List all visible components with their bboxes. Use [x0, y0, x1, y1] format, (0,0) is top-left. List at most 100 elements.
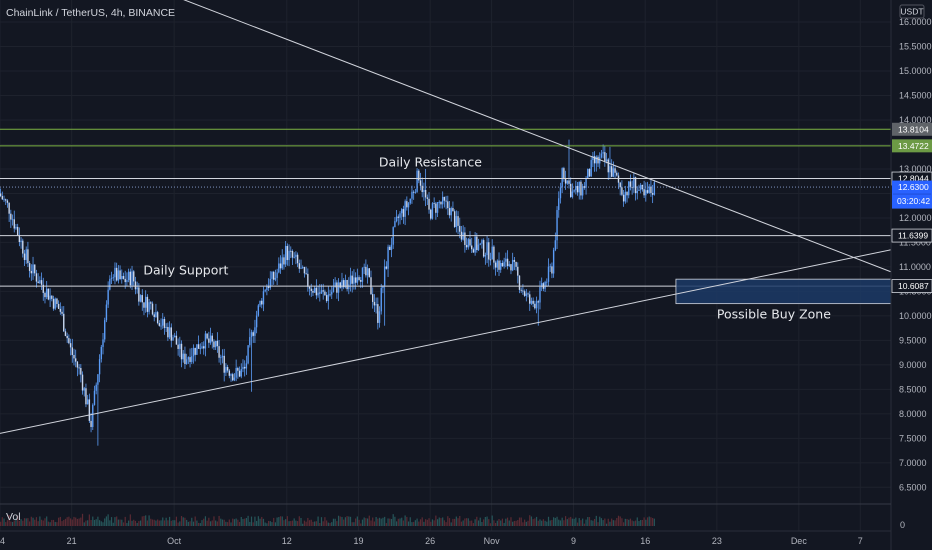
candle-body [498, 260, 500, 270]
volume-bar [556, 516, 558, 526]
volume-bar [582, 518, 584, 526]
candle-body [614, 168, 616, 173]
candle-body [496, 260, 499, 268]
candle-body [592, 156, 594, 161]
volume-bar [628, 519, 630, 526]
volume-bar [363, 517, 365, 526]
candle-body [402, 209, 405, 217]
candle-body [83, 388, 85, 391]
candle-body [59, 308, 62, 312]
annotations: Daily Resistance Daily Support Possible Bu… [143, 155, 831, 322]
volume-bar [477, 520, 480, 526]
candle-body [5, 199, 7, 201]
candle-body [334, 282, 336, 288]
candle-body [209, 335, 212, 343]
volume-bar [297, 521, 299, 526]
volume-bar [278, 517, 280, 526]
candle-body [148, 302, 150, 312]
candle-body [527, 293, 529, 295]
price-tick-label: 9.0000 [899, 360, 927, 370]
volume-bar [619, 516, 621, 526]
volume-bar [425, 519, 427, 526]
candle-body [648, 186, 650, 193]
price-tick-label: 7.0000 [899, 458, 927, 468]
volume-bar [162, 517, 164, 526]
candle-body [201, 346, 203, 349]
price-level-tag-label: 13.8104 [898, 124, 929, 134]
volume-bar [209, 521, 212, 526]
volume-bar [407, 521, 410, 526]
candle-body [279, 263, 282, 269]
volume-bar [650, 517, 652, 526]
candle-body [98, 359, 101, 375]
volume-bar [370, 520, 372, 526]
candle-body [290, 250, 292, 252]
volume-bar [474, 519, 476, 526]
candle-body [506, 258, 509, 267]
volume-bar [104, 518, 106, 526]
volume-bar [242, 518, 244, 526]
candle-body [653, 182, 656, 195]
candle-body [474, 236, 476, 253]
trend-line-ascending[interactable] [0, 249, 892, 434]
volume-bar [49, 522, 51, 526]
volume-bar [274, 522, 277, 526]
candle-body [353, 277, 355, 284]
volume-bar [216, 521, 218, 526]
currency-button-label: USDT [900, 7, 923, 17]
volume-bar [489, 523, 492, 526]
volume-bar [418, 521, 420, 526]
volume-bar [66, 517, 68, 526]
volume-bar [501, 518, 504, 526]
volume-bar [138, 521, 140, 526]
time-tick-label: 14 [0, 536, 5, 546]
volume-bar [585, 519, 587, 526]
volume-bar [267, 520, 270, 526]
candle-body [10, 213, 12, 220]
volume-bar [126, 522, 128, 526]
volume-bar [546, 521, 548, 526]
volume-bar [486, 516, 488, 526]
candle-body [472, 249, 475, 253]
volume-bar [314, 521, 316, 526]
volume-bar [416, 518, 418, 526]
volume-bar [165, 517, 167, 526]
trend-lines[interactable] [0, 0, 892, 434]
candle-body [585, 178, 587, 188]
candle-body [51, 295, 53, 299]
volume-bar [52, 519, 55, 526]
volume-bar [291, 520, 294, 526]
candle-body [232, 374, 234, 381]
price-tick-label: 16.0000 [899, 17, 932, 27]
volume-bar [423, 521, 425, 526]
candle-body [595, 156, 598, 164]
time-tick-label: 21 [67, 536, 77, 546]
candle-body [576, 185, 579, 193]
volume-bar [88, 514, 90, 526]
candle-body [242, 366, 244, 370]
volume-bar [11, 521, 14, 526]
candle-body [547, 266, 550, 282]
volume-bar [136, 522, 138, 526]
time-axis-ticks[interactable]: 14 21 Oct 12 19 26 Nov 9 16 23 Dec 7 [0, 536, 863, 546]
candle-body [221, 355, 224, 358]
candle-body [643, 189, 645, 196]
currency-button[interactable]: USDT [899, 4, 925, 19]
volume-bar [590, 520, 592, 526]
price-tick-label: 15.0000 [899, 66, 932, 76]
candle-body [197, 344, 200, 349]
time-tick-label: 23 [712, 536, 722, 546]
volume-bar [203, 518, 205, 526]
volume-bar [230, 522, 232, 526]
candle-body [607, 159, 609, 173]
candle-body [32, 264, 34, 274]
volume-bar [377, 518, 379, 526]
candle-body [150, 302, 152, 304]
candle-body [160, 325, 162, 327]
buy-zone-box[interactable] [675, 278, 892, 305]
candle-body [302, 266, 304, 268]
volume-bar [634, 520, 637, 526]
candle-body [126, 280, 128, 283]
trend-line-descending[interactable] [0, 0, 892, 273]
